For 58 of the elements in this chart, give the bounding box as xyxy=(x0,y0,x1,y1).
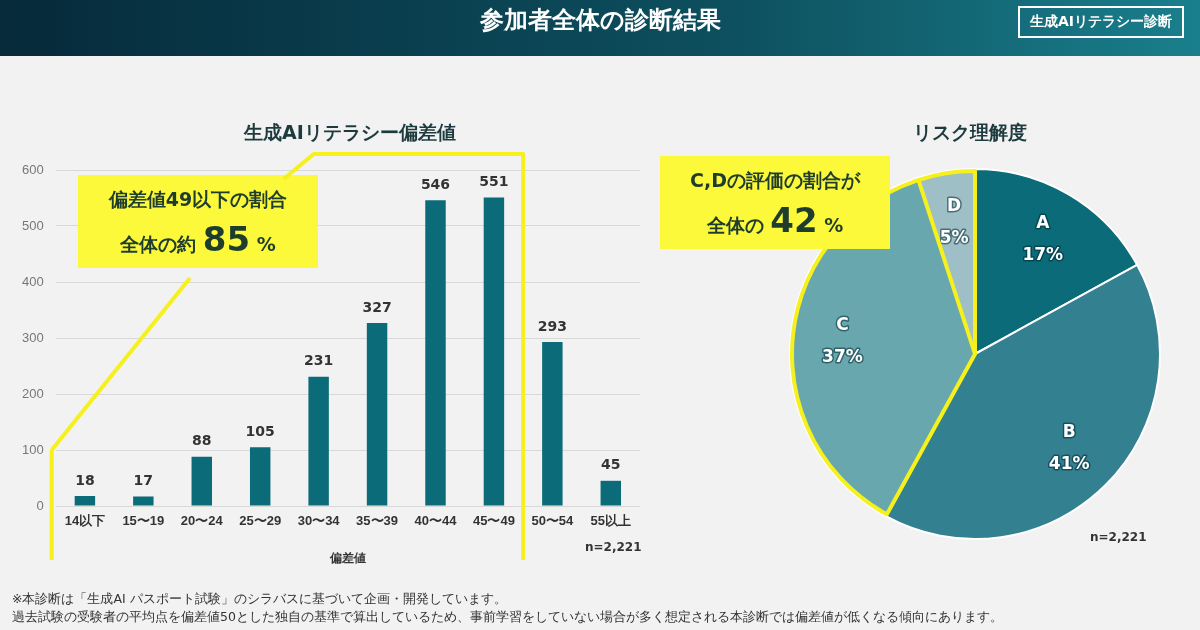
text: 過去試験の受験者の平均点を偏差値50とした独自の基準で算出しているため、事前学習をしていない場合が多く想定される本診断では偏差値が低くなる傾向にあります。 xyxy=(12,608,1003,626)
data-label: 17 xyxy=(133,472,154,489)
data-label: 546 xyxy=(420,175,451,192)
bar xyxy=(74,495,96,506)
x-tick-label: 40〜44 xyxy=(414,513,458,529)
bar xyxy=(133,496,154,506)
slice-label: D xyxy=(947,194,962,215)
x-tick-label: 20〜24 xyxy=(180,513,224,529)
y-tick-label: 400 xyxy=(21,273,44,289)
bar xyxy=(542,341,563,506)
annotation: 偏差値49以下の割合 xyxy=(107,187,289,212)
slice-label: B xyxy=(1062,420,1076,441)
bar xyxy=(191,456,212,506)
data-label: 37% xyxy=(822,345,863,366)
x-tick-label: 14以下 xyxy=(64,513,106,529)
data-label: 551 xyxy=(479,173,509,190)
data-label: 293 xyxy=(537,317,567,334)
y-tick-label: 0 xyxy=(36,497,44,513)
y-tick-label: 200 xyxy=(21,385,44,401)
bar xyxy=(308,376,329,506)
data-label: 327 xyxy=(362,298,392,315)
x-tick-label: 45〜49 xyxy=(472,513,515,529)
y-tick-label: 100 xyxy=(21,441,44,457)
x-tick-label: 30〜34 xyxy=(297,513,341,529)
x-tick-label: 25〜29 xyxy=(239,513,282,529)
x-tick-label: 55以上 xyxy=(590,513,632,529)
bar xyxy=(425,200,446,506)
y-tick-label: 600 xyxy=(21,161,44,177)
text: 全体の 42 % xyxy=(705,200,845,242)
text: n=2,221 xyxy=(585,540,642,554)
x-tick-label: 15〜19 xyxy=(122,513,165,529)
data-label: 5% xyxy=(939,226,969,247)
text: ※本診断は「生成AI パスポート試験」のシラバスに基づいて企画・開発しています。 xyxy=(12,590,508,608)
data-label: 18 xyxy=(75,471,95,488)
x-axis-title: 偏差値 xyxy=(328,551,366,566)
chart-title: 生成AIリテラシー偏差値 xyxy=(242,120,457,145)
data-label: 41% xyxy=(1048,452,1090,473)
x-tick-label: 50〜54 xyxy=(531,513,575,529)
data-label: 17% xyxy=(1022,243,1064,264)
slice-label: A xyxy=(1036,211,1051,232)
bar xyxy=(483,197,505,506)
data-label: 105 xyxy=(245,422,275,439)
data-label: 45 xyxy=(601,456,621,473)
x-tick-label: 35〜39 xyxy=(356,513,399,529)
bar xyxy=(366,322,388,506)
annotation: 全体の約 85 % xyxy=(119,219,277,261)
data-label: 231 xyxy=(304,352,334,369)
text: C,Dの評価の割合が xyxy=(689,168,862,193)
y-tick-label: 500 xyxy=(21,217,44,233)
text: 生成AIリテラシー診断 xyxy=(1017,6,1184,38)
text: n=2,221 xyxy=(1090,530,1147,544)
chart-title: リスク理解度 xyxy=(912,120,1028,145)
slice-label: C xyxy=(836,313,849,334)
bar xyxy=(600,480,622,506)
text: 参加者全体の診断結果 xyxy=(479,6,721,34)
y-tick-label: 300 xyxy=(21,329,44,345)
data-label: 88 xyxy=(192,432,212,449)
bar xyxy=(249,447,271,506)
